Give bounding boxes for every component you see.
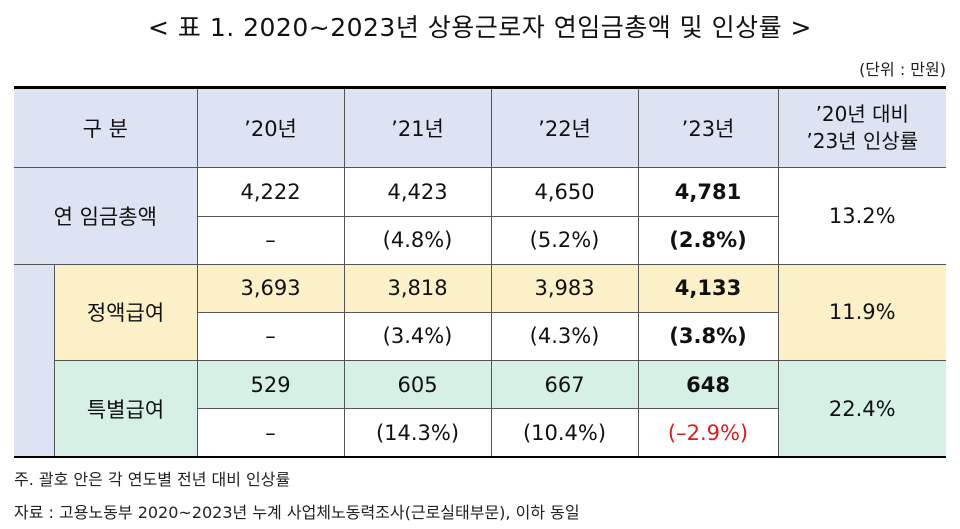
header-2022: ’22년 bbox=[490, 87, 639, 169]
row-label-total: 연 임금총액 bbox=[14, 167, 198, 265]
total-change-2020: – bbox=[197, 215, 345, 265]
special-change-2023: (–2.9%) bbox=[637, 408, 779, 457]
header-rate: ’20년 대비 ’23년 인상률 bbox=[777, 87, 947, 169]
total-value-2021: 4,423 bbox=[343, 167, 492, 217]
total-value-2022: 4,650 bbox=[490, 167, 639, 217]
unit-label: (단위 : 만원) bbox=[859, 60, 946, 79]
wage-table: 구 분 ’20년 ’21년 ’22년 ’23년 ’20년 대비 ’23년 인상률… bbox=[14, 86, 947, 458]
table-row: 정액급여 3,693 3,818 3,983 4,133 11.9% bbox=[14, 263, 947, 458]
table-row: 연 임금총액 4,222 4,423 4,650 4,781 13.2% bbox=[14, 167, 947, 265]
fixed-rate: 11.9% bbox=[777, 263, 947, 362]
fixed-value-2021: 3,818 bbox=[343, 263, 492, 313]
header-rate-line1: ’20년 대비 bbox=[815, 102, 909, 127]
table-row: 특별급여 529 605 667 648 22.4% bbox=[14, 360, 947, 458]
total-change-2022: (5.2%) bbox=[490, 215, 639, 265]
label-strip bbox=[14, 263, 55, 458]
header-2021: ’21년 bbox=[343, 87, 492, 169]
total-change-2023: (2.8%) bbox=[637, 215, 779, 265]
total-rate: 13.2% bbox=[777, 167, 947, 265]
table-row: – (14.3%) (10.4%) (–2.9%) bbox=[14, 408, 946, 457]
special-change-2021: (14.3%) bbox=[343, 408, 492, 457]
fixed-value-2022: 3,983 bbox=[490, 263, 639, 313]
row-label-fixed: 정액급여 bbox=[53, 263, 198, 362]
fixed-change-2022: (4.3%) bbox=[490, 311, 639, 362]
header-2020: ’20년 bbox=[196, 87, 345, 169]
fixed-change-2021: (3.4%) bbox=[343, 311, 492, 362]
fixed-change-2023: (3.8%) bbox=[637, 311, 779, 362]
header-row: 구 분 ’20년 ’21년 ’22년 ’23년 ’20년 대비 ’23년 인상률 bbox=[14, 87, 947, 169]
row-label-special: 특별급여 bbox=[54, 360, 198, 458]
header-2023: ’23년 bbox=[637, 87, 779, 169]
special-value-2022: 667 bbox=[490, 360, 639, 410]
fixed-change-2020: – bbox=[197, 311, 345, 362]
total-value-2023: 4,781 bbox=[637, 167, 779, 217]
fixed-value-2020: 3,693 bbox=[196, 263, 345, 313]
total-value-2020: 4,222 bbox=[196, 167, 345, 217]
table-row: – (3.4%) (4.3%) (3.8%) bbox=[14, 311, 946, 362]
header-rate-line2: ’23년 인상률 bbox=[806, 129, 919, 154]
special-value-2021: 605 bbox=[343, 360, 492, 410]
source-note: 자료 : 고용노동부 2020~2023년 누계 사업체노동력조사(근로실태부문… bbox=[14, 503, 580, 522]
special-value-2020: 529 bbox=[196, 360, 345, 410]
special-change-2022: (10.4%) bbox=[490, 408, 639, 457]
special-change-2020: – bbox=[197, 408, 345, 457]
special-value-2023: 648 bbox=[637, 360, 779, 410]
header-category: 구 분 bbox=[14, 87, 198, 169]
fixed-value-2023: 4,133 bbox=[637, 263, 779, 313]
table-note: 주. 괄호 안은 각 연도별 전년 대비 인상률 bbox=[14, 470, 291, 489]
page-title: < 표 1. 2020~2023년 상용근로자 연임금총액 및 인상률 > bbox=[147, 13, 813, 42]
special-rate: 22.4% bbox=[777, 360, 947, 458]
total-change-2021: (4.8%) bbox=[343, 215, 492, 265]
